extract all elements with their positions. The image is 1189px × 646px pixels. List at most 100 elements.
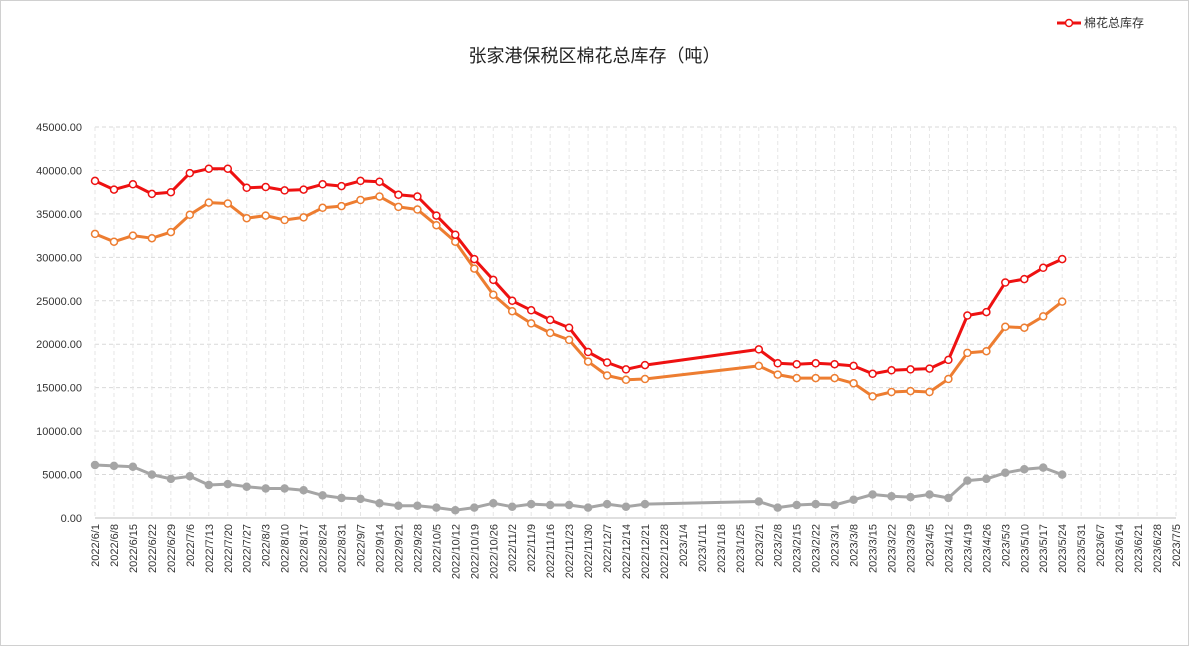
data-point xyxy=(147,233,157,243)
x-tick-label: 2023/2/22 xyxy=(811,524,823,573)
data-point xyxy=(166,187,176,197)
data-point xyxy=(830,500,839,510)
data-point xyxy=(242,213,251,223)
x-tick-label: 2023/2/1 xyxy=(754,524,766,567)
x-tick-label: 2022/11/2 xyxy=(507,524,519,572)
data-point xyxy=(413,205,422,214)
series-2 xyxy=(90,460,1067,515)
data-point xyxy=(223,199,233,208)
data-point xyxy=(185,168,195,178)
x-tick-label: 2022/7/13 xyxy=(204,524,216,573)
series-0 xyxy=(90,164,1067,379)
x-tick-label: 2022/9/21 xyxy=(393,524,405,573)
data-point xyxy=(602,358,612,367)
x-tick-label: 2023/4/26 xyxy=(981,524,993,573)
data-point xyxy=(982,307,991,317)
data-point xyxy=(299,185,308,194)
data-point xyxy=(507,296,517,306)
x-tick-label: 2022/6/1 xyxy=(90,524,102,567)
data-point xyxy=(792,359,801,369)
data-point xyxy=(982,474,991,484)
data-point xyxy=(811,359,820,368)
x-tick-label: 2022/11/23 xyxy=(564,524,576,578)
data-point xyxy=(394,202,403,212)
data-point xyxy=(773,503,782,512)
data-point xyxy=(773,370,782,379)
data-point xyxy=(90,229,100,239)
x-tick-label: 2022/9/7 xyxy=(356,524,368,567)
x-tick-label: 2022/12/14 xyxy=(621,524,633,579)
data-point xyxy=(337,181,346,191)
data-point xyxy=(261,182,270,192)
data-point xyxy=(925,490,934,499)
x-tick-label: 2023/2/15 xyxy=(792,524,804,573)
x-tick-label: 2022/8/10 xyxy=(280,524,292,573)
data-point xyxy=(451,505,460,515)
x-tick-label: 2022/10/26 xyxy=(488,524,500,579)
x-tick-label: 2022/10/5 xyxy=(431,524,443,573)
data-point xyxy=(299,213,308,222)
x-tick-label: 2022/6/8 xyxy=(109,524,121,567)
data-point xyxy=(1020,323,1029,332)
data-point xyxy=(868,369,877,379)
data-point xyxy=(621,365,631,374)
data-point xyxy=(868,490,877,499)
data-point xyxy=(906,386,915,396)
data-point xyxy=(526,499,536,509)
x-tick-label: 2023/4/5 xyxy=(924,524,936,567)
data-point xyxy=(925,387,934,397)
x-tick-label: 2023/5/31 xyxy=(1076,524,1088,573)
data-point xyxy=(564,335,574,345)
x-tick-label: 2022/10/19 xyxy=(469,524,481,579)
x-tick-label: 2023/5/24 xyxy=(1057,524,1069,573)
x-tick-label: 2022/8/3 xyxy=(261,524,273,567)
x-tick-label: 2023/3/29 xyxy=(905,524,917,573)
data-point xyxy=(432,211,441,220)
data-point xyxy=(109,237,119,246)
x-tick-label: 2023/6/7 xyxy=(1095,524,1107,567)
data-point xyxy=(1057,297,1067,306)
data-point xyxy=(583,347,593,357)
y-tick-label: 10000.00 xyxy=(36,426,82,438)
data-point xyxy=(792,500,801,510)
data-point xyxy=(545,315,555,325)
x-tick-label: 2023/4/12 xyxy=(943,524,955,573)
data-point xyxy=(394,190,403,200)
data-point xyxy=(963,311,972,320)
data-point xyxy=(147,189,157,199)
x-tick-label: 2023/3/8 xyxy=(849,524,861,567)
data-point xyxy=(906,365,915,374)
x-tick-label: 2023/1/11 xyxy=(697,524,709,572)
data-point xyxy=(356,494,365,504)
data-point xyxy=(90,460,100,470)
data-point xyxy=(944,493,953,503)
y-tick-label: 25000.00 xyxy=(36,296,82,308)
data-point xyxy=(185,210,195,220)
x-tick-label: 2023/3/1 xyxy=(830,524,842,567)
data-point xyxy=(432,220,441,230)
x-tick-label: 2022/12/28 xyxy=(659,524,671,579)
x-tick-label: 2022/7/27 xyxy=(242,524,254,573)
x-tick-label: 2022/11/30 xyxy=(583,524,595,578)
data-point xyxy=(507,502,517,511)
data-point xyxy=(337,493,346,503)
data-point xyxy=(242,482,251,491)
data-point xyxy=(526,319,536,328)
data-point xyxy=(1001,278,1010,287)
data-point xyxy=(640,374,650,384)
data-point xyxy=(489,275,498,285)
data-point xyxy=(925,364,934,373)
data-point xyxy=(1057,254,1067,264)
data-point xyxy=(318,180,327,189)
data-point xyxy=(90,176,100,186)
data-point xyxy=(470,264,479,273)
data-point xyxy=(375,498,384,508)
data-point xyxy=(849,361,858,371)
data-point xyxy=(128,231,138,240)
x-tick-label: 2022/7/6 xyxy=(185,524,197,567)
x-tick-label: 2022/6/22 xyxy=(147,524,159,573)
data-point xyxy=(185,472,195,481)
data-point xyxy=(375,177,384,186)
data-point xyxy=(337,201,346,211)
data-point xyxy=(413,501,422,511)
